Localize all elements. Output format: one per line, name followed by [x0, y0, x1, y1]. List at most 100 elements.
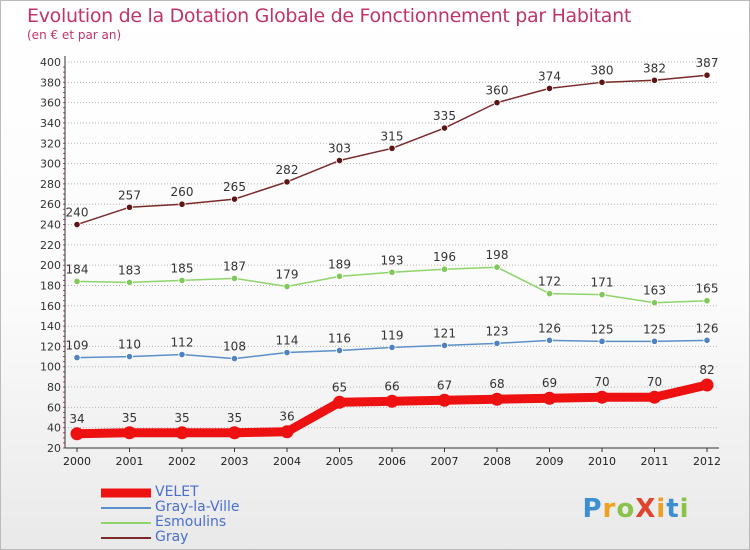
- data-point: [125, 203, 134, 211]
- data-label: 380: [591, 63, 614, 77]
- y-tick-label: 120: [40, 340, 61, 353]
- data-point: [230, 195, 239, 203]
- y-tick-label: 40: [47, 422, 61, 435]
- data-point: [545, 84, 554, 93]
- data-label: 315: [381, 129, 404, 143]
- data-label: 184: [66, 262, 89, 276]
- legend-label: Esmoulins: [155, 514, 227, 530]
- data-label: 163: [643, 284, 666, 298]
- data-label: 125: [591, 322, 614, 336]
- legend-item: Gray: [101, 530, 401, 545]
- data-label: 374: [538, 69, 561, 83]
- data-point: [440, 341, 449, 350]
- data-label: 70: [647, 375, 662, 389]
- legend-swatch: [101, 488, 151, 497]
- y-tick-label: 20: [47, 442, 61, 455]
- data-point: [700, 378, 714, 392]
- data-label: 70: [594, 375, 609, 389]
- data-label: 35: [122, 411, 137, 425]
- legend-label: VELET: [155, 484, 199, 500]
- data-point: [493, 339, 501, 347]
- data-point: [493, 263, 501, 271]
- data-point: [230, 274, 239, 282]
- data-label: 65: [332, 380, 347, 394]
- x-tick-label: 2002: [168, 455, 196, 468]
- data-point: [73, 277, 81, 286]
- y-tick-label: 220: [40, 239, 61, 252]
- data-label: 34: [69, 412, 84, 426]
- data-point: [70, 427, 84, 441]
- data-label: 110: [118, 338, 141, 352]
- y-tick-label: 300: [40, 158, 61, 171]
- data-label: 35: [174, 411, 189, 425]
- data-point: [598, 291, 606, 299]
- x-tick-label: 2007: [431, 455, 459, 468]
- data-label: 126: [696, 321, 719, 335]
- data-label: 257: [118, 188, 141, 202]
- legend-swatch: [101, 536, 151, 539]
- legend: VELET Gray-la-Ville Esmoulins Gray: [101, 485, 401, 545]
- svg-text:ProXiti: ProXiti: [583, 494, 689, 524]
- data-point: [335, 156, 344, 165]
- data-point: [440, 265, 449, 273]
- data-point: [178, 200, 186, 208]
- y-tick-label: 280: [40, 178, 61, 191]
- chart-title: Evolution de la Dotation Globale de Fonc…: [27, 5, 632, 27]
- data-point: [650, 337, 659, 345]
- x-tick-label: 2010: [588, 455, 616, 468]
- data-label: 185: [171, 261, 194, 275]
- data-label: 121: [433, 326, 456, 340]
- data-point: [175, 426, 189, 440]
- data-label: 109: [66, 339, 89, 353]
- data-point: [333, 395, 346, 409]
- legend-swatch: [101, 521, 151, 524]
- x-tick-label: 2004: [273, 455, 301, 468]
- chart-subtitle: (en € et par an): [27, 28, 122, 42]
- data-label: 172: [538, 275, 561, 289]
- data-label: 114: [276, 334, 299, 348]
- data-label: 240: [66, 206, 89, 220]
- data-point: [703, 297, 711, 305]
- data-point: [178, 276, 186, 284]
- data-label: 198: [486, 248, 509, 262]
- data-label: 387: [696, 56, 719, 70]
- data-label: 69: [542, 376, 557, 390]
- data-point: [703, 336, 711, 344]
- data-point: [595, 390, 609, 404]
- data-label-layer: 240 257 260 265 282 303 315 335 360 374 380 382 387 1…: [66, 56, 719, 426]
- data-label: 189: [328, 257, 351, 271]
- data-label: 179: [276, 267, 299, 281]
- y-tick-label: 380: [40, 76, 61, 89]
- data-point: [650, 299, 659, 307]
- data-label: 82: [699, 363, 714, 377]
- data-point: [493, 99, 501, 107]
- data-point: [123, 426, 136, 440]
- legend-item: VELET: [101, 485, 401, 500]
- y-tick-label: 200: [40, 259, 61, 272]
- legend-label: Gray: [155, 529, 189, 545]
- legend-label: Gray-la-Ville: [155, 499, 240, 515]
- data-point: [385, 394, 399, 408]
- data-label: 36: [279, 410, 294, 424]
- data-point: [388, 343, 396, 352]
- x-tick-label: 2009: [536, 455, 564, 468]
- data-label: 183: [118, 263, 141, 277]
- data-label: 187: [223, 259, 246, 273]
- data-point: [73, 220, 81, 229]
- y-tick-label: 240: [40, 219, 61, 232]
- data-label: 116: [328, 331, 351, 345]
- proxiti-logo: ProXiti: [583, 491, 689, 525]
- series-layer: [70, 71, 714, 441]
- data-label: 119: [381, 328, 404, 342]
- data-point: [283, 348, 291, 357]
- x-tick-label: 2000: [63, 455, 91, 468]
- data-point: [543, 391, 556, 405]
- data-label: 360: [486, 84, 509, 98]
- data-point: [335, 272, 344, 280]
- data-label: 35: [227, 411, 242, 425]
- legend-item: Gray-la-Ville: [101, 500, 401, 515]
- y-tick-label: 320: [40, 137, 61, 150]
- data-point: [125, 278, 134, 287]
- data-point: [598, 337, 606, 345]
- data-point: [280, 425, 294, 439]
